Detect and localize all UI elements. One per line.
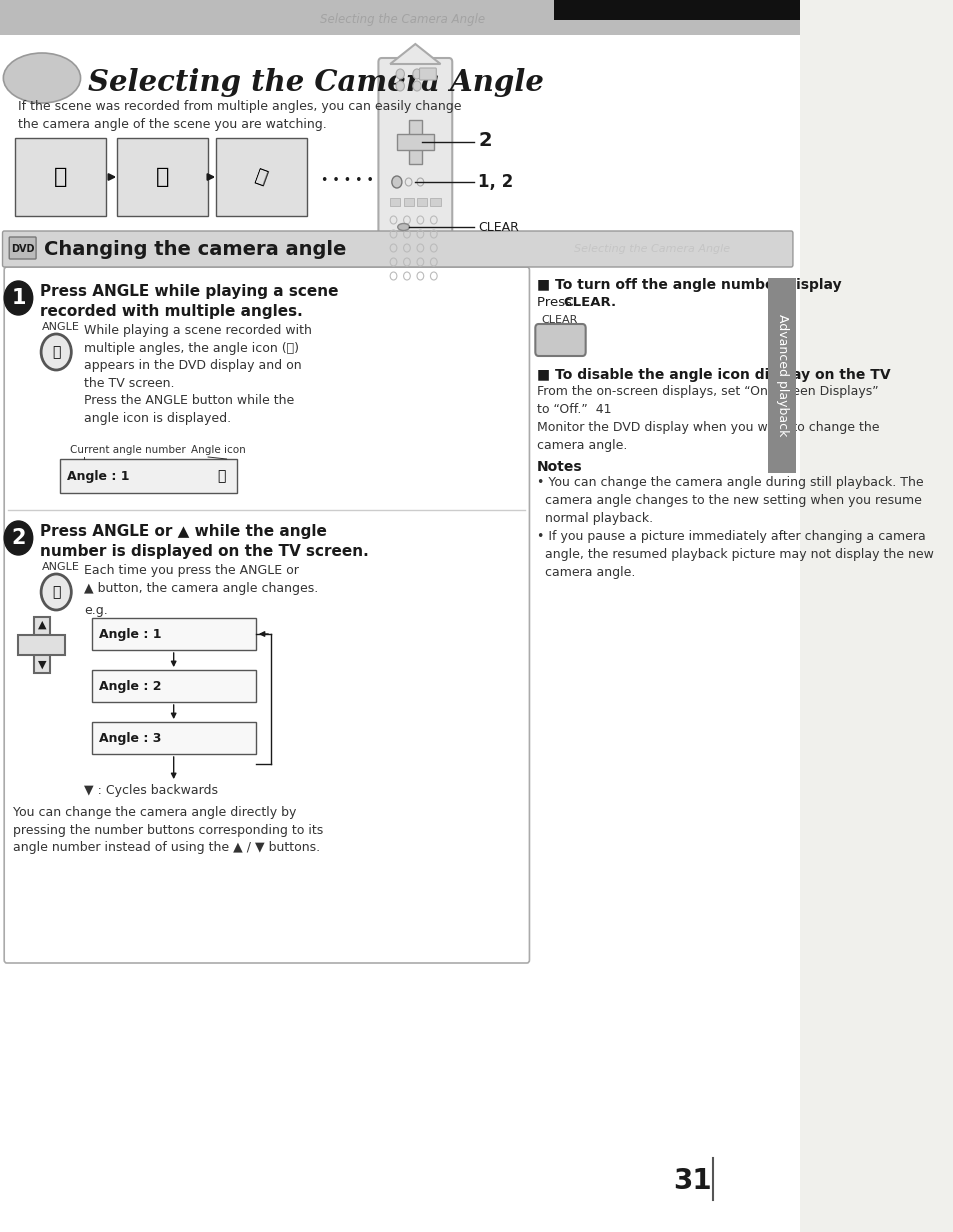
Circle shape	[4, 281, 32, 315]
Circle shape	[413, 81, 421, 91]
Circle shape	[392, 176, 401, 188]
Text: 1, 2: 1, 2	[477, 172, 513, 191]
Text: 🚗: 🚗	[156, 168, 170, 187]
Text: Changing the camera angle: Changing the camera angle	[44, 239, 346, 259]
FancyBboxPatch shape	[419, 68, 436, 80]
Text: Angle icon: Angle icon	[192, 445, 246, 455]
FancyBboxPatch shape	[216, 138, 307, 216]
FancyBboxPatch shape	[396, 134, 434, 150]
FancyBboxPatch shape	[767, 278, 796, 473]
Circle shape	[4, 521, 32, 554]
Text: Press ANGLE or ▲ while the angle
number is displayed on the TV screen.: Press ANGLE or ▲ while the angle number …	[40, 524, 369, 559]
Text: Advanced playback: Advanced playback	[775, 314, 788, 436]
Text: • You can change the camera angle during still playback. The
  camera angle chan: • You can change the camera angle during…	[537, 476, 923, 525]
Text: 1: 1	[11, 288, 26, 308]
Text: Angle : 3: Angle : 3	[99, 732, 161, 744]
Text: CLEAR: CLEAR	[540, 315, 577, 325]
Polygon shape	[390, 44, 440, 64]
Text: If the scene was recorded from multiple angles, you can easily change
the camera: If the scene was recorded from multiple …	[18, 100, 461, 131]
FancyBboxPatch shape	[18, 634, 66, 655]
Text: ANGLE: ANGLE	[42, 322, 80, 331]
Text: ▲: ▲	[38, 620, 46, 630]
Text: Selecting the Camera Angle: Selecting the Camera Angle	[88, 68, 543, 97]
FancyBboxPatch shape	[553, 0, 800, 20]
Text: 🚘: 🚘	[253, 166, 271, 188]
FancyBboxPatch shape	[416, 198, 427, 206]
Text: Selecting the Camera Angle: Selecting the Camera Angle	[320, 14, 485, 26]
FancyBboxPatch shape	[430, 198, 440, 206]
Text: Angle : 1: Angle : 1	[67, 469, 130, 483]
Text: While playing a scene recorded with
multiple angles, the angle icon (⒲)
appears : While playing a scene recorded with mult…	[84, 324, 312, 425]
Text: CLEAR: CLEAR	[477, 221, 518, 234]
Text: Current angle number: Current angle number	[70, 445, 185, 455]
FancyBboxPatch shape	[408, 120, 421, 164]
Text: ▼ : Cycles backwards: ▼ : Cycles backwards	[84, 784, 217, 797]
FancyBboxPatch shape	[92, 618, 255, 650]
FancyBboxPatch shape	[15, 138, 106, 216]
FancyBboxPatch shape	[378, 58, 452, 261]
FancyBboxPatch shape	[390, 198, 400, 206]
Circle shape	[41, 334, 71, 370]
Text: Press: Press	[537, 296, 576, 309]
Text: Notes: Notes	[537, 460, 582, 474]
Circle shape	[413, 69, 421, 79]
Text: 📷: 📷	[52, 585, 60, 599]
Text: 📷: 📷	[217, 469, 226, 483]
FancyBboxPatch shape	[4, 267, 529, 963]
Circle shape	[41, 574, 71, 610]
Text: Press ANGLE while playing a scene
recorded with multiple angles.: Press ANGLE while playing a scene record…	[40, 285, 338, 319]
FancyBboxPatch shape	[33, 617, 51, 673]
Circle shape	[395, 69, 404, 79]
Text: ▼: ▼	[38, 660, 46, 670]
FancyBboxPatch shape	[60, 460, 236, 493]
Text: CLEAR.: CLEAR.	[563, 296, 617, 309]
Text: Selecting the Camera Angle: Selecting the Camera Angle	[574, 244, 729, 254]
FancyBboxPatch shape	[117, 138, 208, 216]
FancyBboxPatch shape	[92, 722, 255, 754]
Text: • • • • •: • • • • •	[321, 174, 374, 186]
Text: 2: 2	[11, 529, 26, 548]
Text: ■ To turn off the angle number display: ■ To turn off the angle number display	[537, 278, 841, 292]
Text: From the on-screen displays, set “On-Screen Displays”
to “Off.”  41
Monitor the : From the on-screen displays, set “On-Scr…	[537, 386, 879, 452]
Text: Angle : 2: Angle : 2	[99, 680, 161, 692]
Text: Each time you press the ANGLE or
▲ button, the camera angle changes.: Each time you press the ANGLE or ▲ butto…	[84, 564, 317, 595]
FancyBboxPatch shape	[92, 670, 255, 702]
FancyBboxPatch shape	[10, 237, 36, 259]
Ellipse shape	[397, 223, 409, 230]
Text: e.g.: e.g.	[84, 604, 108, 617]
Text: 🚌: 🚌	[53, 168, 67, 187]
Text: ■ To disable the angle icon display on the TV: ■ To disable the angle icon display on t…	[537, 368, 890, 382]
FancyBboxPatch shape	[3, 232, 792, 267]
Ellipse shape	[4, 53, 80, 103]
FancyBboxPatch shape	[0, 34, 800, 1232]
Text: ANGLE: ANGLE	[42, 562, 80, 572]
Text: DVD: DVD	[10, 244, 34, 254]
FancyBboxPatch shape	[0, 0, 800, 34]
Text: Angle : 1: Angle : 1	[99, 627, 161, 641]
Text: 2: 2	[477, 131, 492, 149]
FancyBboxPatch shape	[535, 324, 585, 356]
FancyBboxPatch shape	[403, 198, 414, 206]
Text: • If you pause a picture immediately after changing a camera
  angle, the resume: • If you pause a picture immediately aft…	[537, 530, 933, 579]
Circle shape	[395, 81, 404, 91]
Text: 📷: 📷	[52, 345, 60, 359]
Text: 31: 31	[672, 1167, 711, 1195]
Text: You can change the camera angle directly by
pressing the number buttons correspo: You can change the camera angle directly…	[12, 806, 322, 854]
